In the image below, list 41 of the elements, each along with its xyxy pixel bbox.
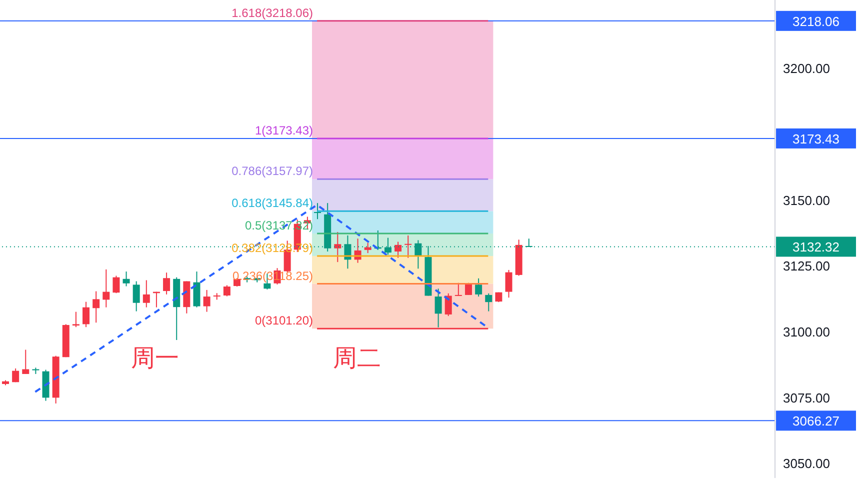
- candlestick: [193, 271, 200, 308]
- y-tick-label: 3075.00: [783, 390, 830, 406]
- candlestick: [72, 311, 80, 328]
- candlestick: [142, 280, 150, 308]
- series-label: 0(3101.20): [255, 314, 314, 328]
- series-label: 1.618(3218.06): [232, 6, 314, 20]
- candlestick: [434, 288, 442, 328]
- series-label: 1(3173.43): [255, 123, 314, 138]
- y-tick-label: 3050.00: [783, 456, 830, 472]
- annotation: 周一: [131, 344, 179, 374]
- candlestick: [454, 282, 462, 296]
- ref-line-label: 3218.06: [792, 14, 840, 29]
- y-tick-label: 3150.00: [783, 192, 830, 208]
- ref-line-label: 3066.27: [792, 414, 840, 429]
- candlestick: [12, 368, 20, 383]
- series-label: 0.786(3157.97): [232, 164, 314, 178]
- candlestick: [505, 269, 512, 298]
- candlestick: [92, 290, 100, 324]
- candlestick: [82, 301, 90, 328]
- y-tick-label: 3200.00: [783, 61, 830, 76]
- ref-line-label: 3132.32: [792, 240, 840, 255]
- candlestick: [334, 232, 342, 263]
- candlestick: [112, 275, 120, 294]
- candlestick: [475, 278, 482, 298]
- candlestick: [394, 241, 402, 258]
- candlestick: [404, 234, 412, 258]
- candlestick: [485, 292, 492, 312]
- candlestick: [314, 202, 322, 220]
- ref-line-label: 3173.43: [792, 131, 840, 146]
- candlestick: [132, 280, 140, 312]
- y-tick-label: 3125.00: [783, 258, 830, 274]
- series-label: 0.618(3145.84): [232, 196, 314, 210]
- candlestick: [22, 349, 30, 374]
- y-tick-label: 3100.00: [783, 324, 830, 340]
- candlestick: [203, 289, 210, 312]
- candlestick: [163, 272, 170, 295]
- candlestick: [122, 271, 130, 287]
- candlestick: [223, 284, 230, 297]
- candlestick: [364, 242, 372, 254]
- candlestick: [102, 268, 110, 308]
- annotation: 周二: [333, 344, 381, 374]
